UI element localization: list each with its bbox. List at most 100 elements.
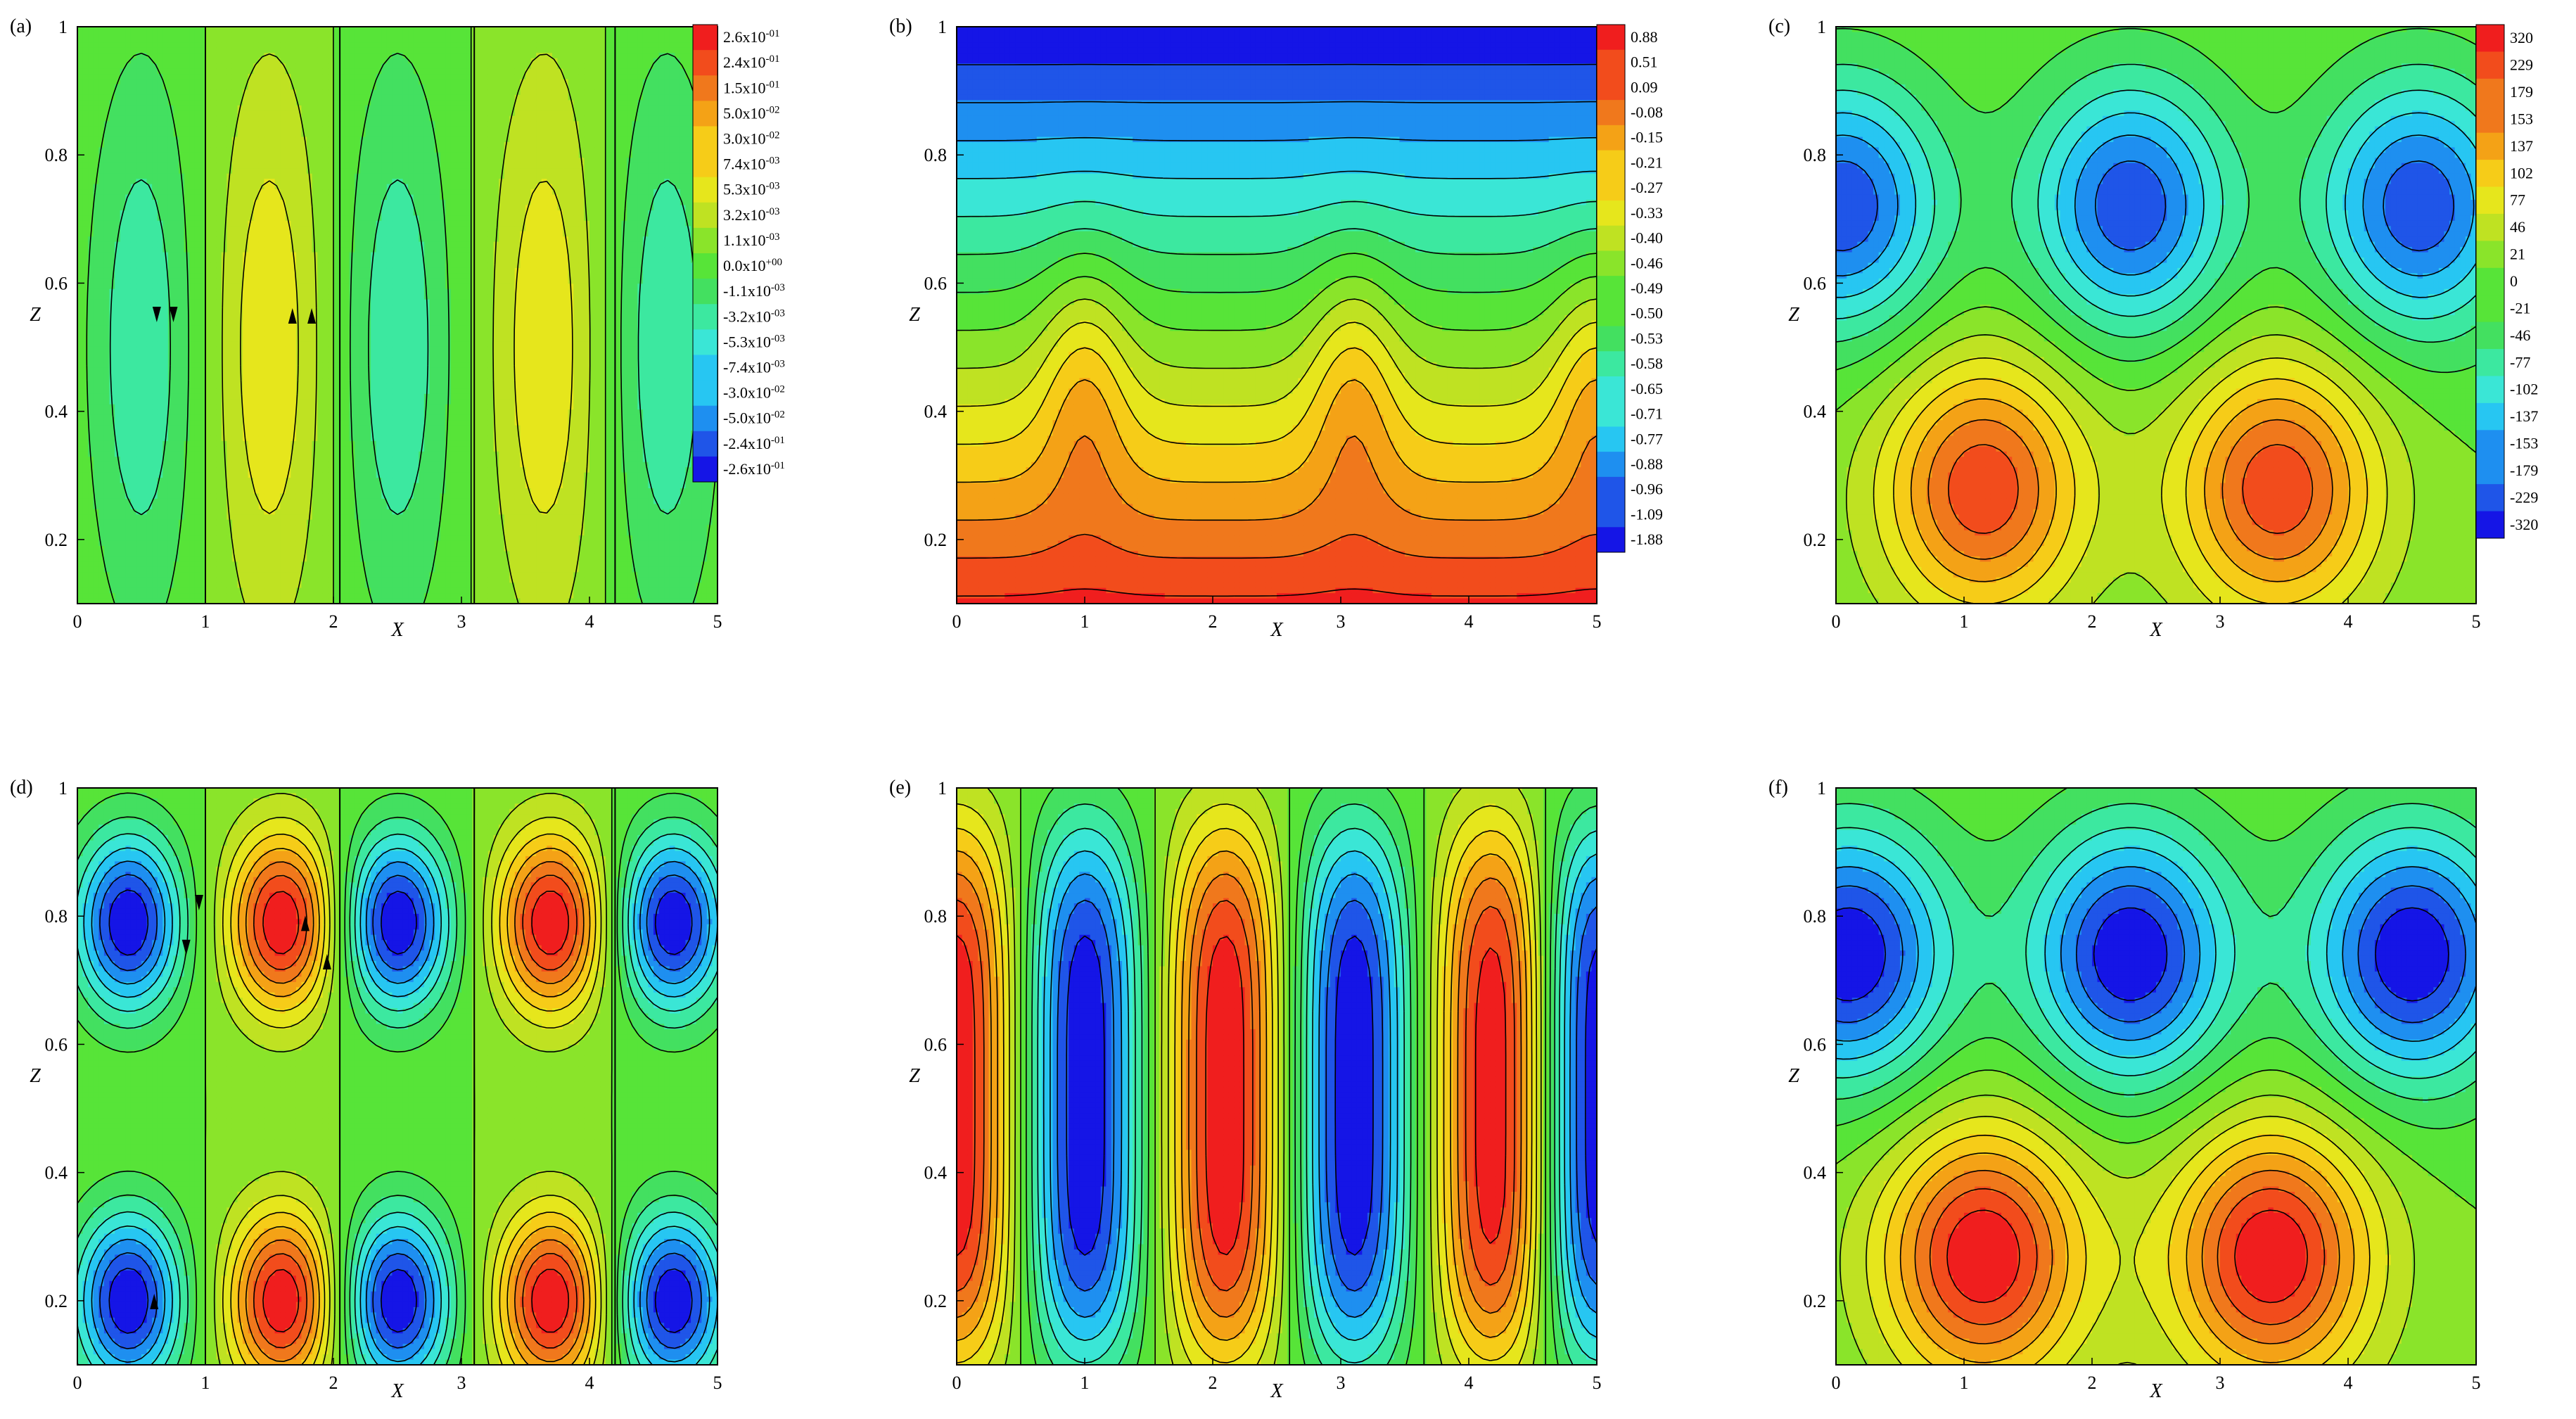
contour-cell: [77, 347, 83, 352]
contour-cell: [83, 231, 89, 237]
contour-cell: [88, 572, 94, 578]
contour-cell: [77, 58, 83, 64]
contour-cell: [88, 383, 94, 389]
contour-cell: [94, 110, 99, 116]
contour-cell: [83, 127, 89, 132]
contour-cell: [88, 147, 94, 153]
contour-cell: [83, 551, 89, 556]
contour-cell: [94, 142, 99, 148]
contour-cell: [77, 74, 83, 79]
contour-cell: [77, 189, 83, 195]
contour-cell: [77, 535, 83, 541]
contour-cell: [83, 478, 89, 483]
contour-cell: [94, 53, 99, 58]
contour-cell: [77, 48, 83, 53]
contour-cell: [94, 32, 99, 37]
contour-cell: [83, 147, 89, 153]
contour-cell: [77, 289, 83, 295]
contour-cell: [83, 426, 89, 431]
contour-cell: [94, 336, 99, 342]
contour-cell: [77, 257, 83, 263]
contour-cell: [88, 37, 94, 43]
contour-cell: [77, 331, 83, 336]
contour-cell: [88, 300, 94, 305]
contour-cell: [88, 153, 94, 158]
contour-cell: [83, 257, 89, 263]
contour-cell: [94, 310, 99, 316]
contour-cell: [88, 514, 94, 520]
contour-cell: [88, 446, 94, 452]
contour-cell: [94, 373, 99, 378]
contour-cell: [94, 467, 99, 473]
contour-cell: [94, 300, 99, 305]
contour-cell: [77, 116, 83, 122]
contour-cell: [88, 525, 94, 530]
contour-cell: [88, 509, 94, 515]
contour-cell: [83, 95, 89, 101]
contour-cell: [88, 561, 94, 567]
contour-cell: [88, 347, 94, 352]
contour-cell: [94, 462, 99, 468]
contour-cell: [77, 578, 83, 583]
contour-cell: [77, 132, 83, 137]
contour-cell: [88, 315, 94, 321]
contour-cell: [77, 247, 83, 253]
contour-cell: [77, 268, 83, 274]
contour-cell: [88, 535, 94, 541]
contour-cell: [77, 32, 83, 37]
contour-cell: [83, 320, 89, 326]
contour-cell: [88, 305, 94, 310]
contour-cell: [83, 163, 89, 169]
contour-cell: [77, 89, 83, 95]
contour-cell: [77, 493, 83, 499]
contour-cell: [94, 326, 99, 331]
contour-cell: [94, 399, 99, 405]
contour-cell: [94, 147, 99, 153]
contour-cell: [88, 583, 94, 588]
contour-cell: [77, 95, 83, 101]
contour-cell: [94, 388, 99, 394]
contour-cell: [77, 457, 83, 462]
contour-cell: [88, 341, 94, 347]
contour-cell: [83, 221, 89, 227]
contour-cell: [88, 394, 94, 400]
contour-cell: [88, 163, 94, 169]
contour-cell: [88, 546, 94, 552]
contour-cell: [94, 42, 99, 48]
contour-cell: [77, 195, 83, 201]
contour-cell: [94, 446, 99, 452]
contour-cell: [88, 79, 94, 85]
contour-cell: [88, 195, 94, 201]
contour-cell: [83, 132, 89, 137]
contour-cell: [77, 441, 83, 447]
contour-cell: [77, 106, 83, 111]
contour-cell: [94, 79, 99, 85]
contour-cell: [88, 551, 94, 556]
contour-cell: [77, 572, 83, 578]
contour-cell: [88, 69, 94, 75]
contour-cell: [83, 189, 89, 195]
contour-cell: [88, 405, 94, 410]
contour-cell: [83, 446, 89, 452]
contour-cell: [83, 215, 89, 221]
contour-cell: [83, 110, 89, 116]
contour-cell: [88, 121, 94, 127]
contour-cell: [77, 462, 83, 468]
contour-cell: [77, 53, 83, 58]
contour-cell: [77, 231, 83, 237]
contour-cell: [94, 158, 99, 163]
contour-cell: [77, 556, 83, 562]
contour-cell: [88, 142, 94, 148]
contour-cell: [77, 435, 83, 441]
contour-cell: [94, 100, 99, 106]
contour-cell: [88, 520, 94, 526]
contour-cell: [94, 137, 99, 143]
contour-cell: [88, 504, 94, 509]
contour-cell: [77, 284, 83, 289]
contour-cell: [83, 253, 89, 258]
contour-cell: [77, 42, 83, 48]
contour-cell: [88, 530, 94, 536]
contour-cell: [77, 525, 83, 530]
contour-cell: [77, 541, 83, 547]
contour-cell: [94, 205, 99, 210]
